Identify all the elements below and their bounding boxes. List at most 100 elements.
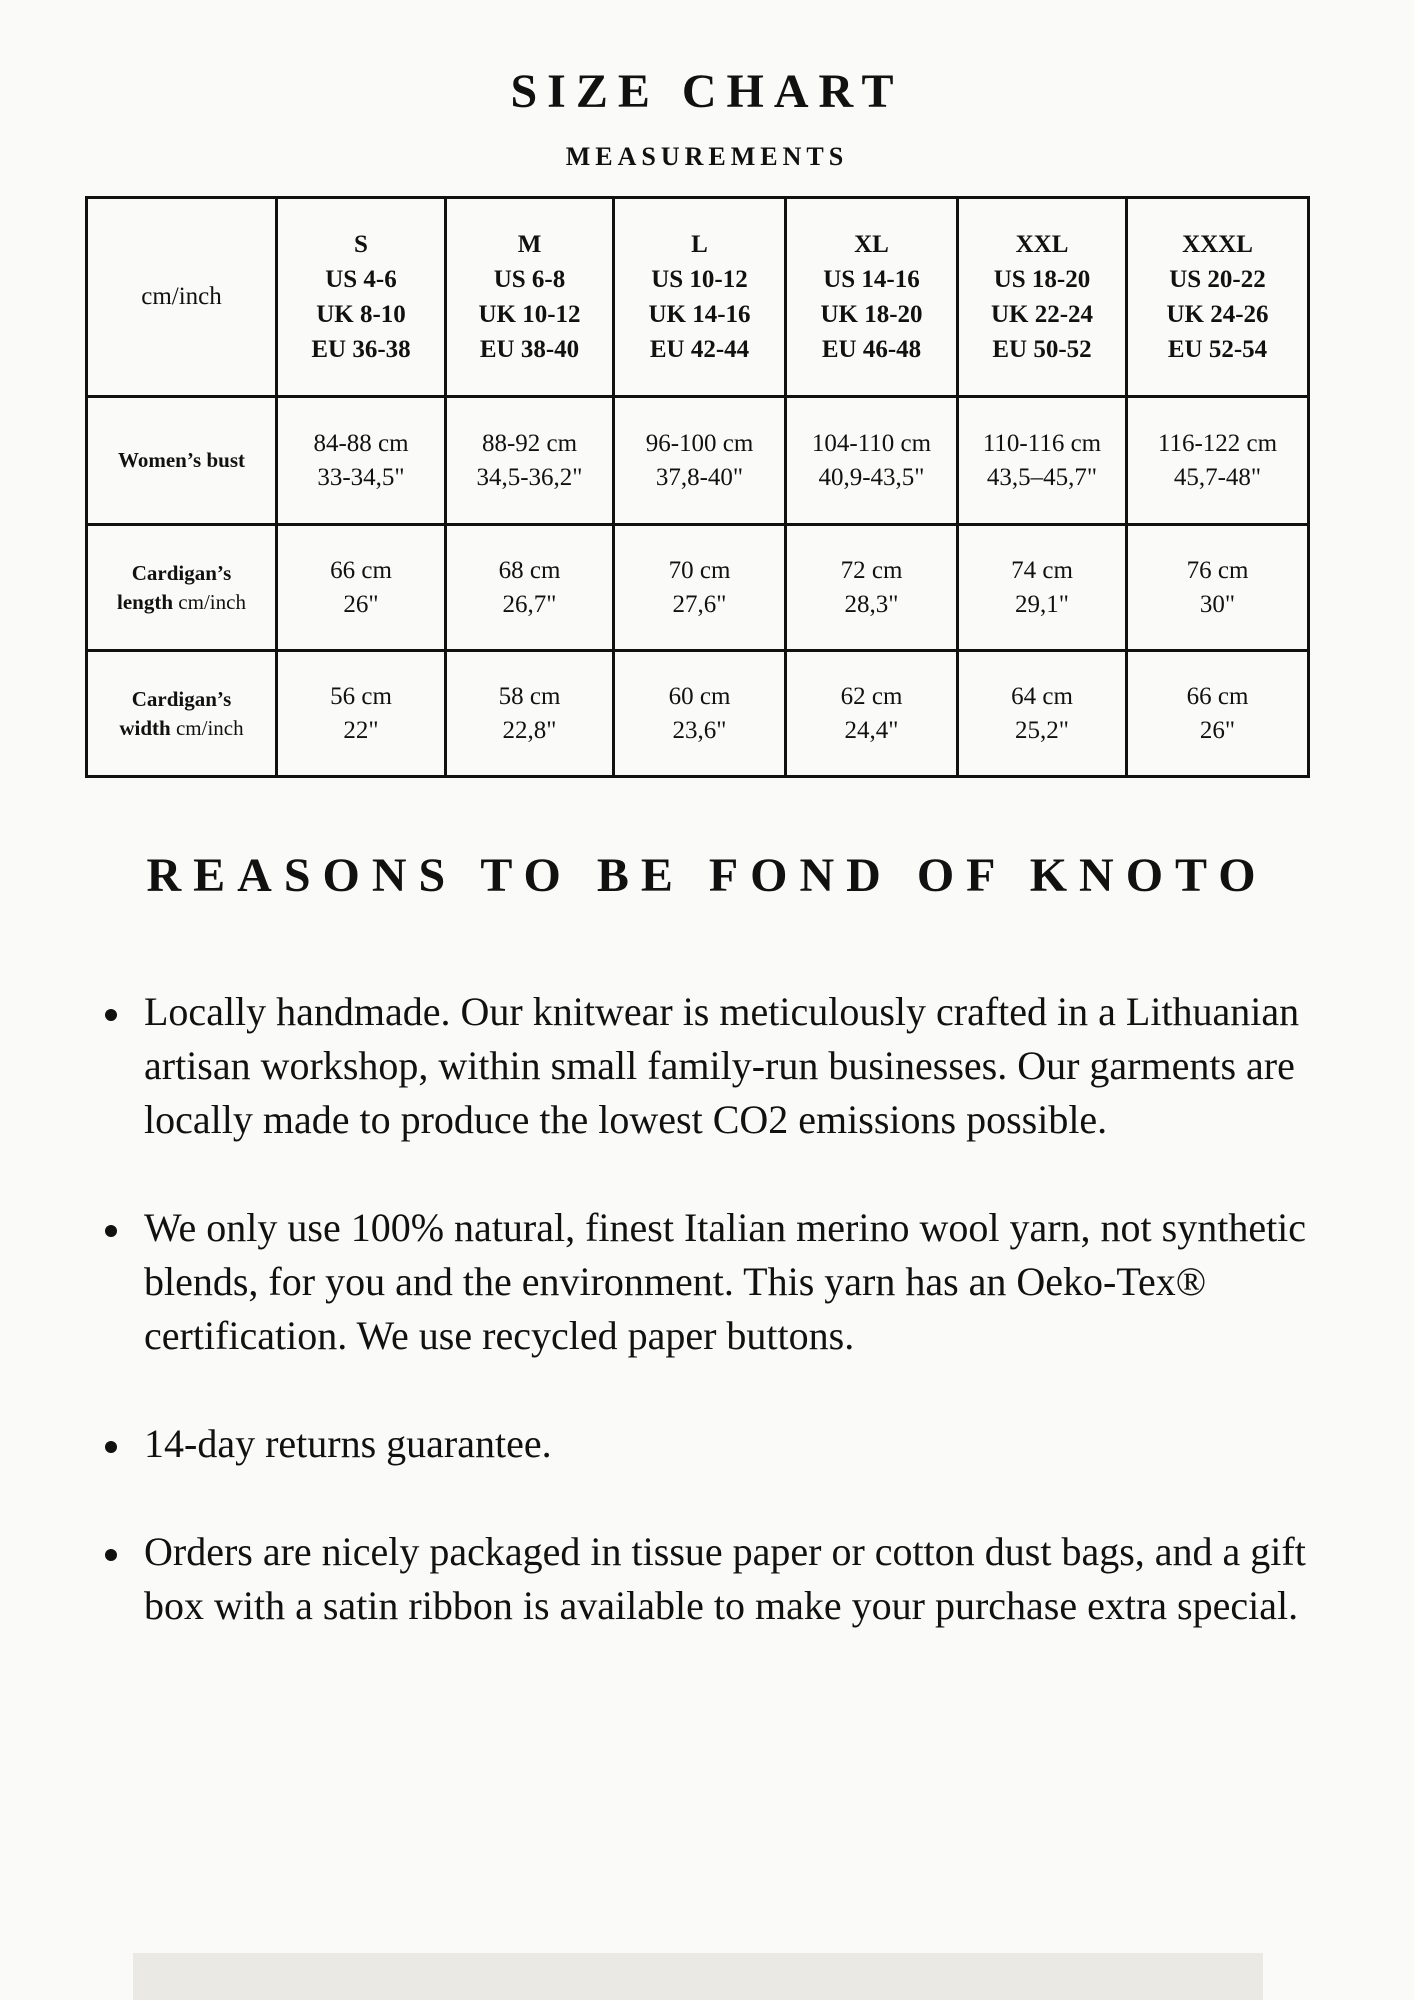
- size-size: XL: [854, 231, 889, 258]
- measurement-cell: 68 cm 26,7": [444, 523, 615, 652]
- value-cm: 84-88 cm: [313, 429, 409, 457]
- value-cm: 68 cm: [498, 556, 561, 584]
- measurement-cell: 74 cm 29,1": [956, 523, 1128, 652]
- reason-item: Orders are nicely packaged in tissue pap…: [105, 1525, 1344, 1633]
- measurement-cell: 110-116 cm 43,5–45,7": [956, 395, 1128, 526]
- size-size: M: [517, 231, 542, 258]
- size-size: XXL: [1015, 231, 1069, 258]
- row-label-text: Women’s bust: [118, 448, 245, 472]
- measurement-cell: 56 cm 22": [275, 649, 447, 778]
- value-inch: 43,5–45,7": [986, 463, 1098, 491]
- value-inch: 26": [343, 590, 379, 618]
- size-eu: EU 50-52: [992, 336, 1092, 363]
- reasons-title: REASONS TO BE FOND OF KNOTO: [146, 849, 1268, 902]
- value-cm: 74 cm: [1011, 556, 1073, 584]
- value-inch: 28,3": [844, 590, 899, 618]
- value-cm: 62 cm: [840, 682, 903, 710]
- value-inch: 40,9-43,5": [818, 463, 925, 491]
- value-cm: 72 cm: [840, 556, 903, 584]
- value-cm: 76 cm: [1186, 556, 1249, 584]
- row-label: Cardigan’s width cm/inch: [85, 649, 278, 778]
- value-cm: 58 cm: [498, 682, 561, 710]
- size-us: US 4-6: [325, 266, 397, 293]
- size-header-xl: XL US 14-16 UK 18-20 EU 46-48: [784, 196, 959, 398]
- size-eu: EU 36-38: [311, 336, 411, 363]
- size-chart-title: SIZE CHART: [510, 65, 904, 118]
- value-inch: 33-34,5": [317, 463, 405, 491]
- row-label: Cardigan’s length cm/inch: [85, 523, 278, 652]
- row-label-text: Cardigan’s: [131, 560, 232, 585]
- value-inch: 45,7-48": [1173, 463, 1262, 491]
- table-row: Cardigan’s length cm/inch 66 cm 26" 68 cm 26,…: [85, 523, 1310, 652]
- measurement-cell: 116-122 cm 45,7-48": [1125, 395, 1310, 526]
- table-row: Cardigan’s width cm/inch 56 cm 22" 58 cm 22,8…: [85, 649, 1310, 778]
- size-header-m: M US 6-8 UK 10-12 EU 38-40: [444, 196, 615, 398]
- size-uk: UK 8-10: [316, 301, 406, 328]
- size-size: XXXL: [1182, 231, 1253, 258]
- size-size: L: [691, 231, 708, 258]
- size-uk: UK 14-16: [648, 301, 751, 328]
- measurement-cell: 60 cm 23,6": [612, 649, 787, 778]
- value-inch: 37,8-40": [655, 463, 744, 491]
- value-cm: 70 cm: [668, 556, 731, 584]
- measurement-cell: 96-100 cm 37,8-40": [612, 395, 787, 526]
- size-eu: EU 52-54: [1167, 336, 1268, 363]
- unit-label: cm/inch: [141, 283, 222, 310]
- size-uk: UK 10-12: [478, 301, 581, 328]
- footer-bar: [133, 1953, 1263, 2000]
- value-cm: 66 cm: [330, 556, 392, 584]
- measurement-cell: 104-110 cm 40,9-43,5": [784, 395, 959, 526]
- value-cm: 66 cm: [1186, 682, 1249, 710]
- value-inch: 25,2": [1015, 716, 1069, 744]
- size-uk: UK 22-24: [990, 301, 1094, 328]
- reason-item: We only use 100% natural, finest Italian…: [105, 1201, 1344, 1363]
- measurement-cell: 72 cm 28,3": [784, 523, 959, 652]
- value-cm: 110-116 cm: [982, 429, 1102, 457]
- value-inch: 26,7": [502, 590, 557, 618]
- table-row: Women’s bust 84-88 cm 33-34,5" 88-92 cm 34,5…: [85, 395, 1310, 526]
- measurement-cell: 88-92 cm 34,5-36,2": [444, 395, 615, 526]
- row-label: Women’s bust: [85, 395, 278, 526]
- row-label-unit: cm/inch: [175, 715, 244, 740]
- measurement-cell: 84-88 cm 33-34,5": [275, 395, 447, 526]
- unit-label-cell: cm/inch: [85, 196, 278, 398]
- measurement-cell: 66 cm 26": [275, 523, 447, 652]
- reason-item: Locally handmade. Our knitwear is meticu…: [105, 985, 1344, 1147]
- measurement-cell: 70 cm 27,6": [612, 523, 787, 652]
- value-inch: 34,5-36,2": [476, 463, 583, 491]
- size-chart-table: cm/inch S US 4-6 UK 8-10 EU 36-38 M US 6-8 UK 1…: [85, 196, 1310, 778]
- row-label-text: length: [117, 589, 174, 614]
- value-inch: 30": [1199, 590, 1236, 618]
- reason-item: 14-day returns guarantee.: [105, 1417, 1344, 1471]
- size-header-s: S US 4-6 UK 8-10 EU 36-38: [275, 196, 447, 398]
- value-inch: 22": [343, 716, 379, 744]
- measurement-cell: 76 cm 30": [1125, 523, 1310, 652]
- size-us: US 10-12: [651, 266, 748, 293]
- value-cm: 96-100 cm: [645, 429, 754, 457]
- value-cm: 104-110 cm: [811, 429, 932, 457]
- header-row: cm/inch S US 4-6 UK 8-10 EU 36-38 M US 6-8 UK 1…: [85, 196, 1310, 398]
- measurement-cell: 64 cm 25,2": [956, 649, 1128, 778]
- value-inch: 23,6": [672, 716, 727, 744]
- size-size: S: [354, 231, 368, 258]
- measurement-cell: 58 cm 22,8": [444, 649, 615, 778]
- size-uk: UK 18-20: [820, 301, 923, 328]
- size-header-xxl: XXL US 18-20 UK 22-24 EU 50-52: [956, 196, 1128, 398]
- value-inch: 26": [1199, 716, 1236, 744]
- size-us: US 6-8: [493, 266, 566, 293]
- value-inch: 29,1": [1015, 590, 1069, 618]
- measurement-cell: 66 cm 26": [1125, 649, 1310, 778]
- size-chart-subtitle: MEASUREMENTS: [565, 142, 849, 171]
- size-eu: EU 46-48: [821, 336, 922, 363]
- size-eu: EU 38-40: [479, 336, 580, 363]
- value-cm: 56 cm: [330, 682, 392, 710]
- row-label-text: Cardigan’s: [131, 686, 232, 711]
- size-header-xxxl: XXXL US 20-22 UK 24-26 EU 52-54: [1125, 196, 1310, 398]
- size-header-l: L US 10-12 UK 14-16 EU 42-44: [612, 196, 787, 398]
- value-inch: 24,4": [844, 716, 899, 744]
- size-us: US 14-16: [823, 266, 920, 293]
- size-uk: UK 24-26: [1166, 301, 1269, 328]
- value-cm: 60 cm: [668, 682, 731, 710]
- size-eu: EU 42-44: [649, 336, 750, 363]
- value-inch: 22,8": [502, 716, 557, 744]
